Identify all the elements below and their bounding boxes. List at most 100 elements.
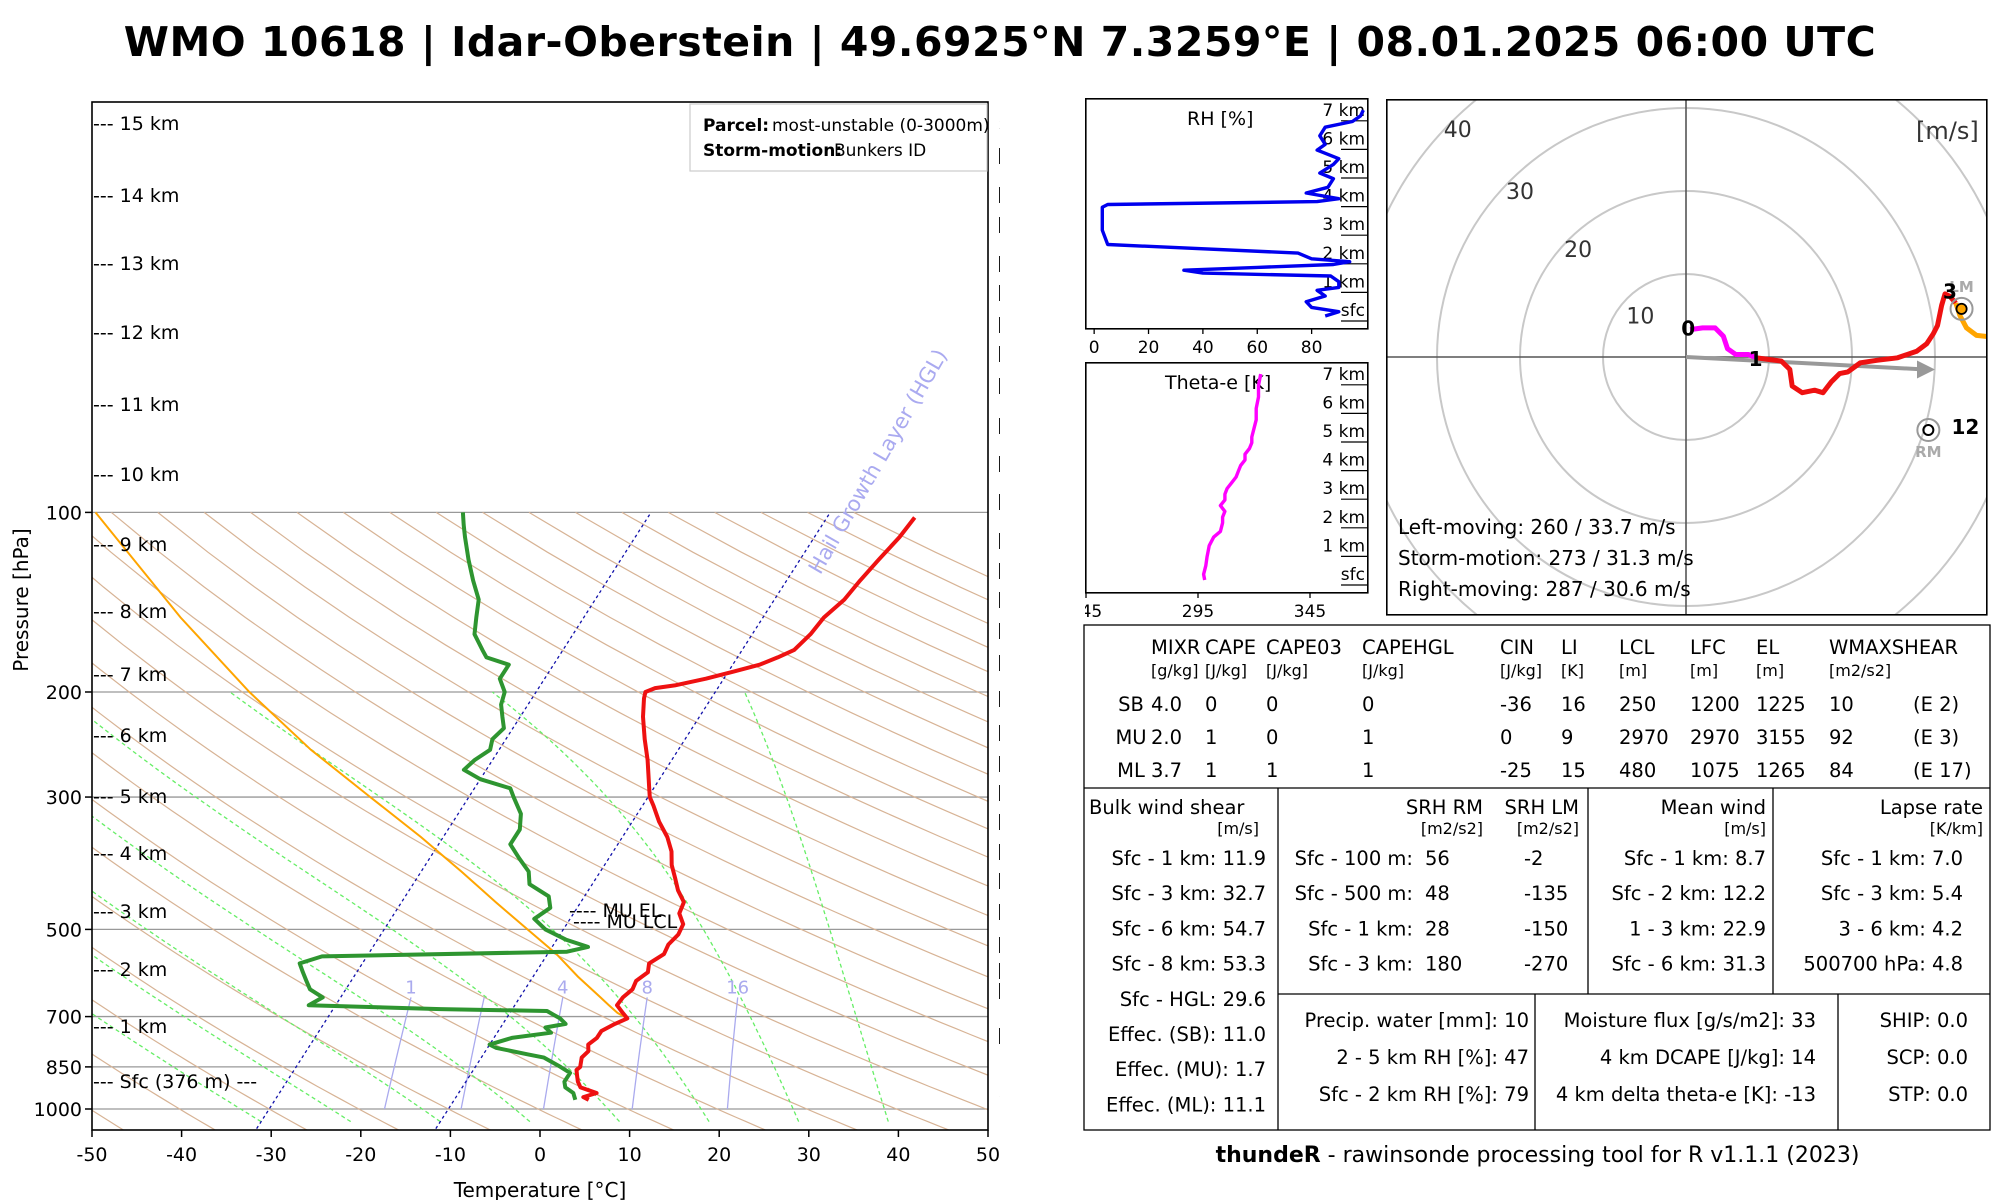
mu-lcl-label: ---- MU LCL bbox=[573, 911, 678, 933]
table-row-label: MU bbox=[1115, 726, 1146, 749]
dry-adiabat bbox=[760, 511, 988, 625]
rh-frame bbox=[1085, 98, 1369, 330]
x-tick-label: -40 bbox=[166, 1144, 197, 1166]
height-label: --- 4 km bbox=[93, 843, 167, 865]
panel-height-label: 7 km bbox=[1322, 101, 1365, 121]
table-cell: 4.0 bbox=[1151, 693, 1182, 716]
moist-adiabat bbox=[92, 954, 352, 1123]
srh-row-label: Sfc - 100 m: bbox=[1295, 847, 1413, 870]
table-header: LI bbox=[1561, 636, 1578, 659]
storm-marker-rm: RM bbox=[1915, 418, 1942, 461]
legend-parcel-label: Parcel: bbox=[703, 116, 769, 136]
index-row: SCP: 0.0 bbox=[1886, 1046, 1968, 1069]
flux-row: Moisture flux [g/s/m2]: 33 bbox=[1564, 1009, 1816, 1032]
mean-wind-arrowhead bbox=[1917, 360, 1935, 379]
chart-title: WMO 10618 | Idar-Oberstein | 49.6925°N 7… bbox=[123, 18, 1877, 66]
hodograph-ring-label: 40 bbox=[1444, 118, 1472, 143]
dry-adiabat bbox=[92, 751, 767, 1130]
right-moving-text: Right-moving: 287 / 30.6 m/s bbox=[1398, 577, 1691, 601]
table-header: MIXR bbox=[1151, 636, 1200, 659]
table-cell: (E 17) bbox=[1913, 759, 1972, 782]
mixing-ratio-label: 16 bbox=[726, 977, 749, 998]
hodograph-height-label: 0 bbox=[1681, 317, 1695, 341]
bulk-shear-row: Sfc - 1 km: 11.9 bbox=[1112, 847, 1266, 870]
height-label: --- 13 km bbox=[93, 253, 179, 275]
mean-wind-row: Sfc - 1 km: 8.7 bbox=[1624, 847, 1766, 870]
mean-wind-header: Mean wind bbox=[1661, 796, 1766, 819]
footer: thundeR - rawinsonde processing tool for… bbox=[1085, 1143, 1990, 1168]
height-label: --- 6 km bbox=[93, 725, 167, 747]
skewt-chart: 1 4 8 16 -50 -40 -30 -20 -10 0 10 20 30 40 50 100 200 30… bbox=[9, 101, 1000, 1200]
srh-lm-unit: [m2/s2] bbox=[1517, 819, 1579, 838]
height-label: --- 8 km bbox=[93, 601, 167, 623]
panel-height-label: 1 km bbox=[1322, 536, 1365, 556]
srh-rm-header: SRH RM bbox=[1406, 796, 1483, 819]
hodograph: 10 20 30 40 LM RM 0 1 3 12 [m/s] Left-moving: 260… bbox=[1386, 99, 1988, 616]
x-tick-label: -10 bbox=[435, 1144, 466, 1166]
mean-wind-row: 1 - 3 km: 22.9 bbox=[1629, 917, 1766, 940]
panel-height-label: sfc bbox=[1341, 565, 1365, 585]
x-tick-label: -30 bbox=[256, 1144, 287, 1166]
x-tick-label: 30 bbox=[797, 1144, 821, 1166]
legend-motion-value: Bunkers ID bbox=[834, 141, 926, 161]
bulk-shear-row: Sfc - 6 km: 54.7 bbox=[1112, 917, 1266, 940]
table-header: LCL bbox=[1619, 636, 1654, 659]
pressure-tick-label: 200 bbox=[46, 682, 82, 704]
panel-height-label: 3 km bbox=[1322, 479, 1365, 499]
bulk-shear-row: Effec. (ML): 11.1 bbox=[1106, 1093, 1266, 1116]
table-header-unit: [m] bbox=[1619, 661, 1647, 680]
height-label: --- 15 km bbox=[93, 113, 179, 135]
pressure-tick-label: 850 bbox=[46, 1057, 82, 1079]
bulk-shear-header: Bulk wind shear bbox=[1089, 796, 1245, 819]
dry-adiabat bbox=[435, 511, 988, 802]
table-cell: 0 bbox=[1266, 693, 1278, 716]
panel-x-tick-label: 0 bbox=[1089, 338, 1100, 358]
legend-parcel-value: most-unstable (0-3000m) bbox=[772, 116, 990, 136]
moisture-row: 2 - 5 km RH [%]: 47 bbox=[1336, 1046, 1529, 1069]
storm-marker-label: RM bbox=[1915, 443, 1941, 461]
table-header-unit: [m2/s2] bbox=[1829, 661, 1891, 680]
panel-height-label: 4 km bbox=[1322, 451, 1365, 471]
pressure-tick-label: 1000 bbox=[34, 1099, 82, 1121]
y-axis-label: Pressure [hPa] bbox=[9, 528, 33, 671]
panel-x-tick-label: 245 bbox=[1085, 602, 1102, 622]
height-label: --- 3 km bbox=[93, 901, 167, 923]
height-label: --- 12 km bbox=[93, 322, 179, 344]
height-label: --- 2 km bbox=[93, 959, 167, 981]
height-label: --- 10 km bbox=[93, 464, 179, 486]
table-header-unit: [g/kg] bbox=[1151, 661, 1198, 680]
pressure-tick-label: 300 bbox=[46, 787, 82, 809]
skewt-frame bbox=[91, 101, 989, 1131]
table-header: CAPE bbox=[1205, 636, 1256, 659]
dry-adiabat bbox=[343, 511, 988, 858]
lapse-rate-row: 500700 hPa: 4.8 bbox=[1803, 953, 1963, 976]
table-cell: 9 bbox=[1561, 726, 1573, 749]
x-tick-label: -50 bbox=[76, 1144, 107, 1166]
pressure-tick-label: 500 bbox=[46, 919, 82, 941]
table-row-label: SB bbox=[1118, 693, 1144, 716]
lapse-rate-unit: [K/km] bbox=[1930, 819, 1983, 838]
dewpoint-line bbox=[297, 512, 590, 1101]
table-header-unit: [m] bbox=[1690, 661, 1718, 680]
hodograph-height-label: 12 bbox=[1951, 415, 1979, 439]
mixing-ratio-label: 4 bbox=[557, 977, 568, 998]
srh-row-label: Sfc - 3 km: bbox=[1308, 953, 1413, 976]
lm-dot bbox=[1955, 303, 1968, 315]
lapse-rate-row: Sfc - 1 km: 7.0 bbox=[1821, 847, 1963, 870]
srh-rm-value: 56 bbox=[1425, 847, 1450, 870]
table-cell: 250 bbox=[1619, 693, 1656, 716]
srh-lm-value: -270 bbox=[1524, 953, 1568, 976]
x-axis-label: Temperature [°C] bbox=[453, 1178, 627, 1200]
table-header: CAPEHGL bbox=[1362, 636, 1454, 659]
thetae-title: Theta-e [K] bbox=[1164, 372, 1271, 394]
table-header: LFC bbox=[1690, 636, 1726, 659]
dry-adiabat bbox=[389, 511, 988, 830]
mean-wind-row: Sfc - 6 km: 31.3 bbox=[1612, 953, 1766, 976]
moist-adiabat bbox=[491, 691, 800, 1122]
storm-motion-text: Storm-motion: 273 / 31.3 m/s bbox=[1398, 546, 1694, 570]
height-label: --- 14 km bbox=[93, 185, 179, 207]
hodograph-segment bbox=[1756, 291, 1958, 396]
dry-adiabat bbox=[203, 511, 988, 947]
table-header: CIN bbox=[1500, 636, 1534, 659]
table-cell: 1 bbox=[1362, 759, 1374, 782]
